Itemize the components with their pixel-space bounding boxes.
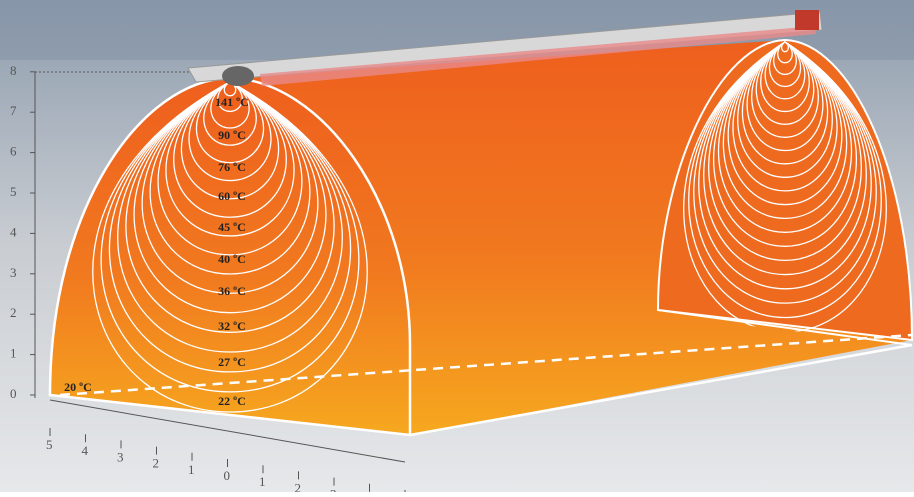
height-tick-label: 0 <box>10 386 17 401</box>
contour <box>210 81 250 129</box>
back-base <box>657 309 913 346</box>
front-contours <box>92 81 368 413</box>
height-tick-label: 6 <box>10 144 17 159</box>
temperature-label: 22 ºC <box>218 394 246 408</box>
contour <box>703 41 867 276</box>
contour <box>760 41 810 113</box>
contour <box>777 41 793 64</box>
temperature-label: 40 ºC <box>218 252 246 266</box>
contour <box>180 81 280 200</box>
contour <box>708 41 862 262</box>
contour <box>203 81 257 146</box>
contour <box>117 81 343 353</box>
temperature-label: 76 ºC <box>218 160 246 174</box>
contour <box>217 81 243 113</box>
height-tick-label: 1 <box>10 346 17 361</box>
contour <box>698 41 872 290</box>
contour <box>195 81 265 164</box>
width-tick-label: 0 <box>224 468 231 483</box>
contour <box>746 41 824 152</box>
contour <box>741 41 829 165</box>
heater-body <box>187 11 823 83</box>
contour <box>173 81 287 218</box>
contour <box>688 41 882 319</box>
contour <box>727 41 843 206</box>
contour <box>780 41 790 53</box>
heater-cap <box>795 10 819 30</box>
height-tick-label: 3 <box>10 265 17 280</box>
contour <box>717 41 853 233</box>
width-tick-label: 2 <box>295 480 302 492</box>
temperature-label: 27 ºC <box>218 355 246 369</box>
contour <box>764 41 806 100</box>
width-tick-label: 1 <box>259 474 266 489</box>
temperature-label: 45 ºC <box>218 220 246 234</box>
floor-label: 20 ºC <box>64 380 92 394</box>
width-axis <box>49 399 406 463</box>
contour <box>92 81 368 413</box>
contour <box>133 81 327 314</box>
height-tick-label: 2 <box>10 305 17 320</box>
height-tick-label: 7 <box>10 103 17 118</box>
contour <box>732 41 838 192</box>
height-tick-label: 8 <box>10 63 17 78</box>
contour <box>149 81 311 275</box>
contour <box>722 41 848 220</box>
contour <box>713 41 857 247</box>
width-tick-label: 3 <box>117 449 124 464</box>
contour <box>223 81 237 97</box>
temperature-label: 60 ºC <box>218 189 246 203</box>
temperature-label: 90 ºC <box>218 128 246 142</box>
back-contours <box>683 41 887 333</box>
width-tick-label: 3 <box>330 487 337 492</box>
height-tick-label: 4 <box>10 224 17 239</box>
contour <box>100 81 360 393</box>
contour <box>755 41 815 125</box>
temperature-label: 141 ºC <box>215 95 249 109</box>
contour <box>693 41 877 304</box>
contour <box>768 41 802 88</box>
height-tick-label: 5 <box>10 184 17 199</box>
contour <box>108 81 352 373</box>
heater-tube <box>260 26 816 86</box>
floor-edge <box>409 343 913 437</box>
contour <box>751 41 819 138</box>
contour <box>773 41 797 76</box>
width-tick-label: 1 <box>188 462 195 477</box>
width-tick-label: 2 <box>153 456 160 471</box>
heater-end <box>222 66 254 86</box>
contour <box>125 81 335 333</box>
temperature-label: 32 ºC <box>218 319 246 333</box>
contour <box>188 81 272 182</box>
contour <box>141 81 319 294</box>
contour <box>165 81 295 237</box>
temperature-label: 36 ºC <box>218 284 246 298</box>
floor-dashed <box>59 333 913 397</box>
width-tick-label: 4 <box>82 443 89 458</box>
contour <box>157 81 303 256</box>
width-tick-label: 5 <box>46 437 53 452</box>
contour <box>737 41 833 178</box>
